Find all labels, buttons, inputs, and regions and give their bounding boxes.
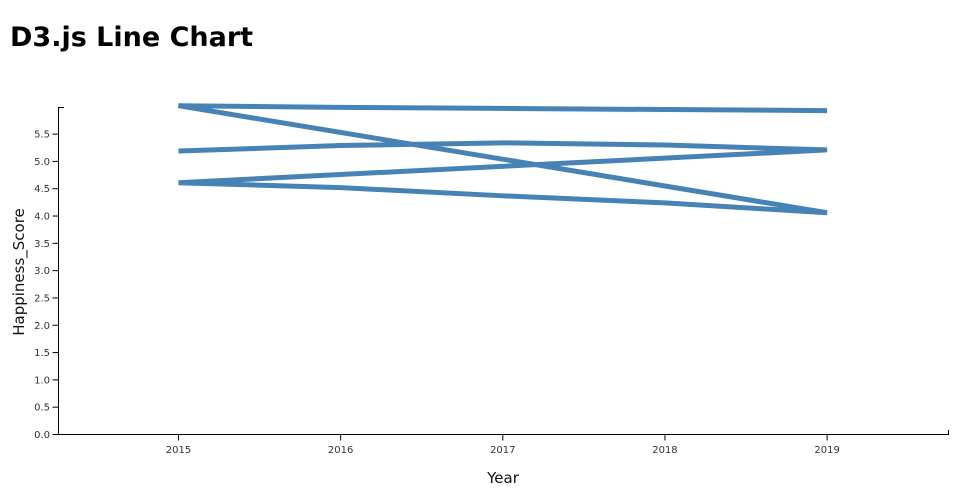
x-tick-label: 2018 [652,445,677,456]
x-tick-label: 2017 [490,445,515,456]
y-tick-label: 0.0 [34,430,50,441]
data-line [178,103,828,216]
axis-domain [58,107,949,435]
x-tick-label: 2019 [814,445,839,456]
y-tick-label: 1.5 [34,348,50,359]
y-tick-label: 3.5 [34,239,50,250]
y-tick-label: 5.0 [34,157,50,168]
y-tick-label: 0.5 [34,403,50,414]
y-axis-label: Happiness_Score [10,208,29,336]
y-tick-label: 5.5 [34,130,50,141]
x-tick-label: 2015 [166,445,191,456]
y-tick-label: 3.0 [34,266,50,277]
y-tick-label: 2.5 [34,293,50,304]
axes: 0.0 0.5 1.0 1.5 2.0 2.5 3.0 3.5 4.0 4.5 5.0 5.5 2015… [34,107,949,456]
y-tick-label: 4.0 [34,212,50,223]
x-tick-label: 2016 [328,445,353,456]
y-tick-label: 2.0 [34,321,50,332]
y-tick-label: 1.0 [34,375,50,386]
x-axis-label: Year [486,469,520,487]
y-tick-label: 4.5 [34,184,50,195]
chart-title: D3.js Line Chart [10,22,254,53]
